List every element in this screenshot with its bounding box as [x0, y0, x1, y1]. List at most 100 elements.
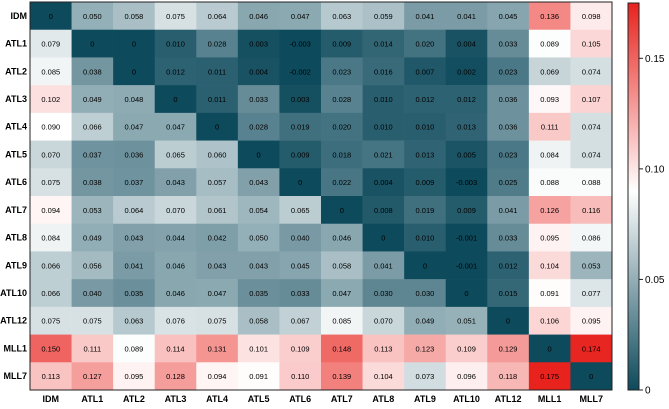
heatmap-cell: [404, 196, 447, 225]
cell-value-label: 0.010: [374, 123, 393, 132]
row-label: ATL2: [5, 66, 27, 76]
heatmap-cell: [570, 85, 613, 114]
cell-value-label: 0.085: [41, 67, 60, 76]
cell-value-label: 0.043: [249, 178, 268, 187]
cell-value-label: 0.069: [540, 67, 559, 76]
heatmap-cell: [487, 251, 530, 280]
cell-value-label: 0.020: [416, 40, 435, 49]
cell-value-label: 0.013: [416, 150, 435, 159]
cell-value-label: 0.012: [416, 95, 435, 104]
heatmap-cell: [321, 334, 363, 363]
cell-value-label: 0.036: [499, 95, 518, 104]
cell-value-label: 0.042: [208, 234, 227, 243]
heatmap-cell: [528, 196, 571, 225]
heatmap-cell: [71, 251, 114, 280]
cell-value-label: 0.175: [540, 372, 559, 381]
cell-value-label: 0.030: [374, 289, 393, 298]
heatmap-cell: [570, 57, 613, 86]
heatmap-cell: [113, 168, 156, 197]
cell-value-label: 0.109: [457, 344, 476, 353]
heatmap-cell: [237, 2, 280, 31]
cell-value-label: 0.019: [416, 206, 435, 215]
cell-value-label: 0.033: [249, 95, 268, 104]
heatmap-cell: [404, 362, 447, 391]
heatmap-cell: [445, 57, 488, 86]
heatmap-cell: [196, 251, 239, 280]
heatmap-cell: [113, 362, 156, 391]
cell-value-label: 0.127: [83, 372, 102, 381]
heatmap-cell: [279, 168, 322, 197]
heatmap-cell: [487, 362, 530, 391]
colorbar-tick-label: 0.10: [645, 164, 665, 175]
heatmap-cell: [237, 85, 280, 114]
cell-value-label: 0.075: [208, 317, 227, 326]
cell-value-label: 0.033: [291, 289, 310, 298]
cell-value-label: 0.106: [540, 317, 559, 326]
heatmap-cell: [487, 168, 530, 197]
heatmap-cell: [113, 306, 156, 335]
heatmap-cell: [279, 29, 322, 58]
row-label: ATL9: [5, 260, 27, 270]
heatmap-cell: [321, 112, 363, 141]
cell-value-label: 0.010: [416, 123, 435, 132]
heatmap-cell: [321, 279, 363, 308]
cell-value-label: 0.077: [582, 289, 601, 298]
heatmap-cell: [30, 223, 72, 252]
cell-value-label: 0.033: [499, 234, 518, 243]
cell-value-label: 0.035: [125, 289, 144, 298]
cell-value-label: 0.040: [291, 234, 310, 243]
cell-value-label: 0.074: [582, 123, 601, 132]
cell-value-label: 0: [215, 123, 219, 132]
heatmap-cell: [113, 223, 156, 252]
heatmap-cell: [237, 112, 280, 141]
heatmap-cell: [362, 168, 405, 197]
cell-value-label: 0.150: [41, 344, 60, 353]
heatmap-cell: [570, 334, 613, 363]
heatmap-cell: [445, 140, 488, 169]
heatmap-cell: [30, 362, 72, 391]
heatmap-cell: [154, 362, 197, 391]
cell-value-label: 0.011: [208, 95, 226, 104]
cell-value-label: 0.011: [208, 67, 226, 76]
heatmap-cell: [71, 85, 114, 114]
cell-value-label: 0.148: [332, 344, 351, 353]
heatmap-cell: [570, 2, 613, 31]
cell-value-label: 0.054: [249, 206, 268, 215]
cell-value-label: 0.088: [540, 178, 559, 187]
heatmap-cell: [30, 251, 72, 280]
row-label: ATL12: [0, 316, 27, 326]
cell-value-label: 0.009: [291, 150, 310, 159]
cell-value-label: 0.060: [208, 150, 227, 159]
cell-value-label: 0.051: [457, 317, 476, 326]
cell-value-label: 0.010: [166, 40, 185, 49]
cell-value-label: 0.065: [166, 150, 185, 159]
column-label: ATL4: [206, 394, 228, 404]
heatmap-cell: [237, 57, 280, 86]
cell-value-label: 0.098: [582, 12, 601, 21]
heatmap-cell: [362, 85, 405, 114]
heatmap-cell: [30, 168, 72, 197]
heatmap-cell: [570, 306, 613, 335]
heatmap-cell: [528, 251, 571, 280]
cell-value-label: 0: [90, 40, 94, 49]
cell-value-label: 0.007: [416, 67, 435, 76]
cell-value-label: 0.041: [457, 12, 476, 21]
heatmap-cell: [237, 334, 280, 363]
cell-value-label: 0.014: [374, 40, 393, 49]
column-label: MLL7: [579, 394, 603, 404]
heatmap-cell: [237, 306, 280, 335]
cell-value-label: 0.091: [540, 289, 559, 298]
heatmap-cell: [113, 29, 156, 58]
cell-value-label: 0.064: [125, 206, 144, 215]
heatmap-cell: [321, 223, 363, 252]
heatmap-cell: [445, 306, 488, 335]
heatmap-cell: [113, 112, 156, 141]
cell-value-label: -0.002: [290, 67, 311, 76]
cell-value-label: 0.037: [83, 150, 102, 159]
cell-value-label: 0.025: [499, 178, 518, 187]
cell-value-label: 0.016: [374, 67, 393, 76]
cell-value-label: 0.019: [291, 123, 310, 132]
cell-value-label: 0.073: [416, 372, 435, 381]
heatmap-cell: [196, 112, 239, 141]
heatmap-cell: [445, 196, 488, 225]
